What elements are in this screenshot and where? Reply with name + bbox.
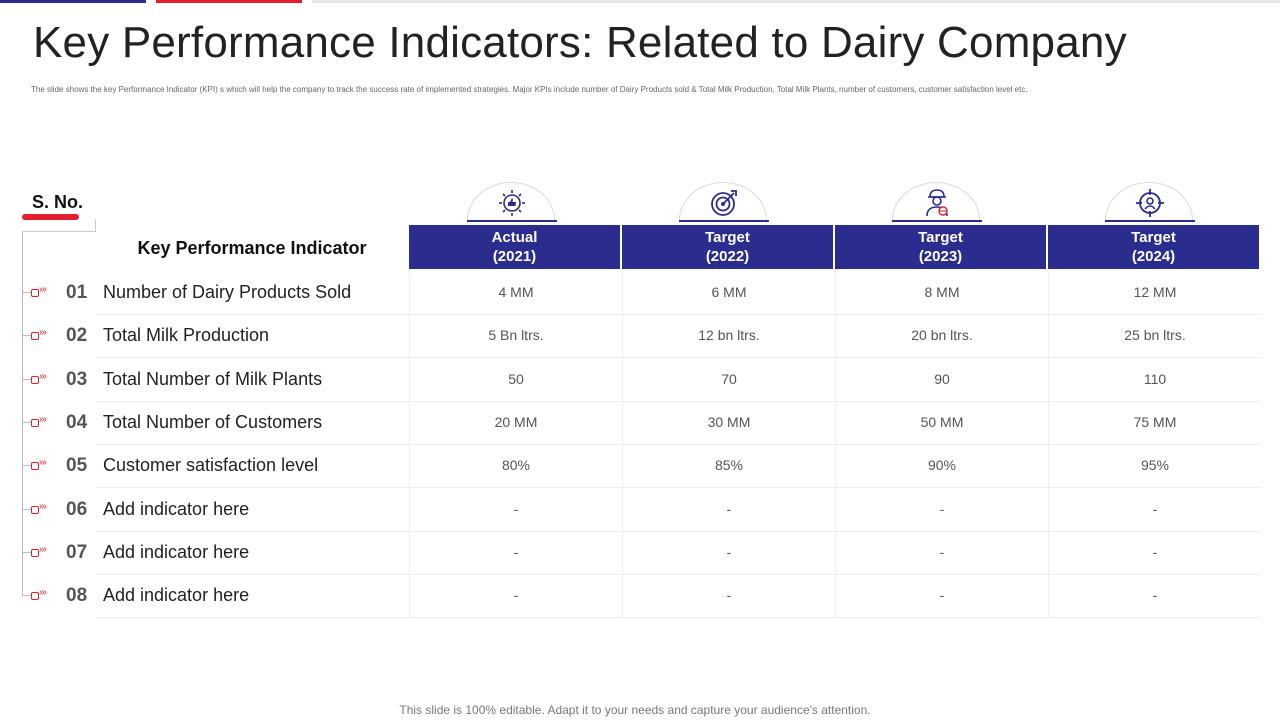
table-cell: 50 — [409, 358, 622, 401]
column-header-line1: Actual — [491, 229, 538, 246]
top-bar-grey-segment — [312, 0, 1280, 3]
row-label: Customer satisfaction level — [103, 455, 319, 475]
row-label: Total Milk Production — [103, 325, 270, 345]
table-cell: 80% — [409, 444, 622, 487]
table-cell: 4 MM — [409, 271, 622, 314]
table-cell: 90 — [835, 358, 1048, 401]
row-label: Total Number of Milk Plants — [103, 369, 323, 389]
table-row: 03 Total Number of Milk Plants 50 70 90 110 — [66, 358, 1261, 402]
column-header-actual-2021: Actual (2021) — [409, 225, 620, 269]
column-header-line1: Target — [1131, 229, 1176, 246]
column-header-line2: (2023) — [918, 248, 963, 265]
table-cell: - — [835, 488, 1048, 531]
column-header-target-2022: Target (2022) — [622, 225, 833, 269]
table-cell: - — [622, 574, 835, 617]
table-cell: - — [409, 488, 622, 531]
column-header-target-2023: Target (2023) — [835, 225, 1046, 269]
row-number: 01 — [66, 282, 88, 303]
crosshair-person-icon — [1136, 189, 1164, 217]
table-cell: 25 bn ltrs. — [1048, 314, 1261, 357]
table-cell: 8 MM — [835, 271, 1048, 314]
row-number: 05 — [66, 455, 88, 476]
slide-subtitle: The slide shows the key Performance Indi… — [31, 85, 1028, 94]
column-header-line1: Target — [705, 229, 750, 246]
table-cell: - — [622, 488, 835, 531]
row-label: Add indicator here — [103, 542, 250, 562]
sno-header: S. No. — [32, 192, 84, 212]
row-number: 02 — [66, 325, 88, 346]
row-number: 03 — [66, 369, 88, 390]
row-label: Total Number of Customers — [103, 412, 323, 432]
table-row: 01 Number of Dairy Products Sold 4 MM 6 MM 8… — [66, 271, 1261, 315]
table-cell: 5 Bn ltrs. — [409, 314, 622, 357]
column-icon-target-2023 — [892, 182, 982, 224]
row-number: 06 — [66, 499, 88, 520]
table-cell: - — [1048, 574, 1261, 617]
table-cell: - — [1048, 531, 1261, 574]
table-cell: 90% — [835, 444, 1048, 487]
table-cell: 20 MM — [409, 401, 622, 444]
row-label: Add indicator here — [103, 499, 250, 519]
kpi-column-header: Key Performance Indicator — [137, 237, 367, 258]
column-icon-actual-2021 — [467, 182, 557, 224]
column-header-line2: (2022) — [705, 248, 750, 265]
row-bullet-icon: ››› — [22, 587, 52, 601]
table-row: 08 Add indicator here - - - - — [66, 574, 1261, 618]
hand-thumbs-up-gear-icon — [499, 190, 525, 216]
table-cell: 12 MM — [1048, 271, 1261, 314]
column-header-line2: (2024) — [1131, 248, 1176, 265]
table-cell: - — [622, 531, 835, 574]
table-row: 06 Add indicator here - - - - — [66, 488, 1261, 532]
table-cell: - — [835, 531, 1048, 574]
column-icon-target-2022 — [679, 182, 769, 224]
table-cell: 20 bn ltrs. — [835, 314, 1048, 357]
top-accent-bar — [0, 0, 1280, 3]
table-row: 05 Customer satisfaction level 80% 85% 90% 95… — [66, 444, 1261, 488]
row-label: Number of Dairy Products Sold — [103, 282, 352, 302]
row-bullet-icon: ››› — [22, 457, 52, 471]
top-bar-red-segment — [156, 0, 302, 3]
column-icon-target-2024 — [1105, 182, 1195, 224]
column-header-target-2024: Target (2024) — [1048, 225, 1259, 269]
row-label: Add indicator here — [103, 585, 250, 605]
row-bullet-icon: ››› — [22, 327, 52, 341]
row-bullet-icon: ››› — [22, 501, 52, 515]
table-cell: 6 MM — [622, 271, 835, 314]
table-cell: 95% — [1048, 444, 1261, 487]
table-cell: 30 MM — [622, 401, 835, 444]
column-header-line2: (2021) — [492, 248, 537, 265]
table-row: 02 Total Milk Production 5 Bn ltrs. 12 bn l… — [66, 314, 1261, 358]
table-cell: 75 MM — [1048, 401, 1261, 444]
table-cell: - — [409, 574, 622, 617]
table-cell: - — [835, 574, 1048, 617]
row-number: 04 — [66, 412, 88, 433]
row-number: 08 — [66, 585, 88, 606]
table-cell: - — [1048, 488, 1261, 531]
table-cell: 70 — [622, 358, 835, 401]
table-row: 04 Total Number of Customers 20 MM 30 MM 50 … — [66, 401, 1261, 445]
table-cell: 50 MM — [835, 401, 1048, 444]
table-row: 07 Add indicator here - - - - — [66, 531, 1261, 575]
row-bullet-icon: ››› — [22, 284, 52, 298]
sno-underline — [22, 214, 79, 220]
row-bullet-icon: ››› — [22, 371, 52, 385]
row-number: 07 — [66, 542, 88, 563]
target-arrow-icon — [711, 190, 737, 216]
row-bullet-icon: ››› — [22, 544, 52, 558]
table-cell: 110 — [1048, 358, 1261, 401]
row-connector-line — [22, 232, 23, 596]
table-cell: 85% — [622, 444, 835, 487]
table-cell: - — [409, 531, 622, 574]
top-bar-blue-segment — [0, 0, 146, 3]
table-cell: 12 bn ltrs. — [622, 314, 835, 357]
engineer-globe-icon — [926, 189, 948, 217]
sno-bracket — [22, 219, 96, 232]
column-header-line1: Target — [918, 229, 963, 246]
row-bullet-icon: ››› — [22, 414, 52, 428]
footer-note: This slide is 100% editable. Adapt it to… — [399, 703, 871, 717]
slide-title: Key Performance Indicators: Related to D… — [33, 18, 1127, 67]
